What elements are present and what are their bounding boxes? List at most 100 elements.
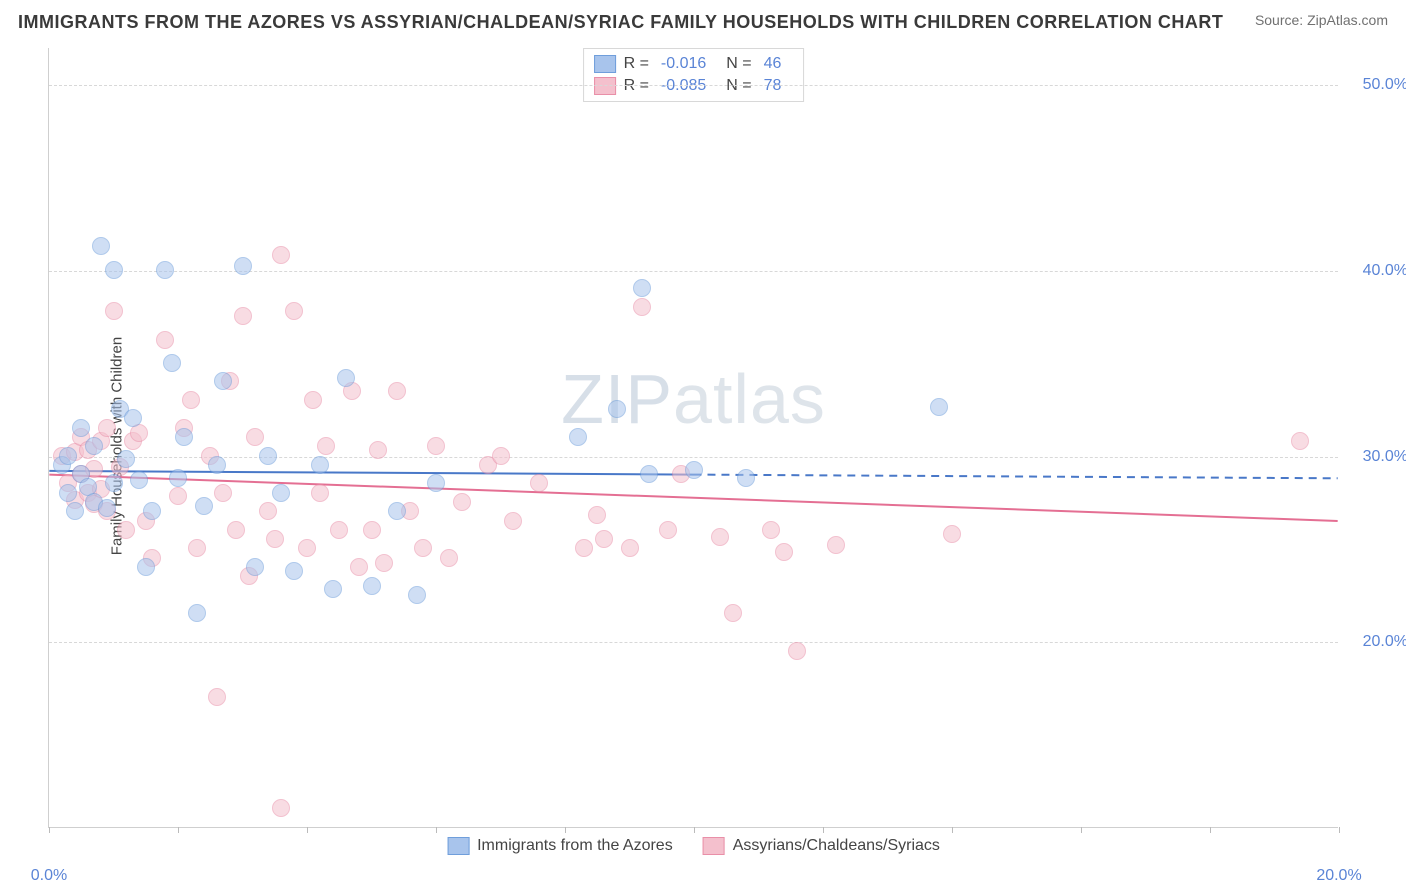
scatter-point-azores — [408, 586, 426, 604]
watermark-thin: atlas — [673, 360, 826, 438]
scatter-point-assyrians — [259, 502, 277, 520]
x-tick-mark — [436, 827, 437, 833]
scatter-point-assyrians — [388, 382, 406, 400]
x-tick-mark — [49, 827, 50, 833]
x-tick-mark — [694, 827, 695, 833]
scatter-point-assyrians — [575, 539, 593, 557]
scatter-point-azores — [105, 261, 123, 279]
scatter-point-assyrians — [188, 539, 206, 557]
legend-item-assyrians: Assyrians/Chaldeans/Syriacs — [703, 837, 940, 855]
n-label: N = — [726, 55, 751, 73]
legend-stats: R =-0.016N =46R =-0.085N =78 — [583, 48, 805, 102]
scatter-point-assyrians — [943, 525, 961, 543]
scatter-point-assyrians — [427, 437, 445, 455]
scatter-point-azores — [92, 237, 110, 255]
scatter-point-assyrians — [595, 530, 613, 548]
chart-title: IMMIGRANTS FROM THE AZORES VS ASSYRIAN/C… — [18, 12, 1223, 33]
scatter-point-azores — [169, 469, 187, 487]
scatter-point-assyrians — [775, 543, 793, 561]
scatter-point-azores — [163, 354, 181, 372]
scatter-point-azores — [363, 577, 381, 595]
scatter-point-assyrians — [530, 474, 548, 492]
x-tick-mark — [1339, 827, 1340, 833]
scatter-point-azores — [930, 398, 948, 416]
scatter-point-azores — [130, 471, 148, 489]
scatter-point-azores — [124, 409, 142, 427]
scatter-point-assyrians — [762, 521, 780, 539]
scatter-point-assyrians — [788, 642, 806, 660]
scatter-point-assyrians — [311, 484, 329, 502]
x-tick-mark — [1210, 827, 1211, 833]
plot-area: ZIPatlas R =-0.016N =46R =-0.085N =78 Im… — [48, 48, 1338, 828]
trendline-assyrians — [49, 475, 1337, 521]
x-tick-mark — [565, 827, 566, 833]
scatter-point-assyrians — [246, 428, 264, 446]
n-value-azores: 46 — [760, 55, 794, 73]
scatter-point-azores — [66, 502, 84, 520]
scatter-point-assyrians — [504, 512, 522, 530]
watermark-bold: ZIP — [561, 360, 673, 438]
x-tick-label: 20.0% — [1316, 867, 1361, 885]
scatter-point-azores — [98, 499, 116, 517]
scatter-point-assyrians — [621, 539, 639, 557]
scatter-point-assyrians — [266, 530, 284, 548]
x-tick-mark — [823, 827, 824, 833]
x-tick-mark — [1081, 827, 1082, 833]
scatter-point-azores — [59, 484, 77, 502]
r-value-azores: -0.016 — [657, 55, 718, 73]
scatter-point-assyrians — [227, 521, 245, 539]
scatter-point-azores — [117, 450, 135, 468]
scatter-point-azores — [285, 562, 303, 580]
scatter-point-assyrians — [330, 521, 348, 539]
gridline — [49, 457, 1338, 458]
scatter-point-assyrians — [440, 549, 458, 567]
scatter-point-azores — [105, 474, 123, 492]
legend-label-assyrians: Assyrians/Chaldeans/Syriacs — [733, 837, 940, 855]
scatter-point-azores — [72, 419, 90, 437]
scatter-point-assyrians — [272, 799, 290, 817]
trend-lines — [49, 48, 1338, 827]
scatter-point-azores — [388, 502, 406, 520]
y-tick-label: 20.0% — [1348, 633, 1406, 651]
legend-swatch-azores — [447, 837, 469, 855]
y-tick-label: 40.0% — [1348, 262, 1406, 280]
watermark: ZIPatlas — [561, 359, 826, 439]
x-tick-mark — [307, 827, 308, 833]
scatter-point-azores — [137, 558, 155, 576]
scatter-point-assyrians — [633, 298, 651, 316]
scatter-point-azores — [337, 369, 355, 387]
scatter-point-assyrians — [156, 331, 174, 349]
scatter-point-azores — [156, 261, 174, 279]
scatter-point-assyrians — [453, 493, 471, 511]
scatter-point-assyrians — [492, 447, 510, 465]
scatter-point-azores — [195, 497, 213, 515]
scatter-point-azores — [143, 502, 161, 520]
x-tick-mark — [952, 827, 953, 833]
x-tick-label: 0.0% — [31, 867, 67, 885]
scatter-point-assyrians — [363, 521, 381, 539]
scatter-point-azores — [608, 400, 626, 418]
x-tick-mark — [178, 827, 179, 833]
scatter-point-azores — [259, 447, 277, 465]
gridline — [49, 85, 1338, 86]
scatter-point-assyrians — [182, 391, 200, 409]
scatter-point-assyrians — [369, 441, 387, 459]
scatter-point-azores — [633, 279, 651, 297]
legend-swatch-azores — [594, 55, 616, 73]
legend-label-azores: Immigrants from the Azores — [477, 837, 673, 855]
scatter-point-azores — [246, 558, 264, 576]
y-tick-label: 30.0% — [1348, 448, 1406, 466]
scatter-point-assyrians — [272, 246, 290, 264]
scatter-point-azores — [324, 580, 342, 598]
scatter-point-assyrians — [117, 521, 135, 539]
trendline-dashed-azores — [694, 475, 1338, 479]
scatter-point-azores — [272, 484, 290, 502]
scatter-point-assyrians — [375, 554, 393, 572]
scatter-point-assyrians — [414, 539, 432, 557]
scatter-point-assyrians — [659, 521, 677, 539]
scatter-point-azores — [234, 257, 252, 275]
scatter-point-azores — [311, 456, 329, 474]
scatter-point-assyrians — [214, 484, 232, 502]
scatter-point-azores — [685, 461, 703, 479]
scatter-point-assyrians — [711, 528, 729, 546]
